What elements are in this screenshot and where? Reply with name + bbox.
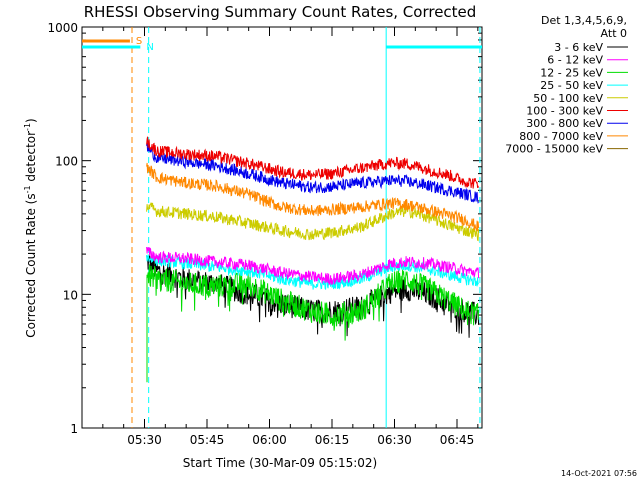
series-line-100-300kev <box>146 136 480 189</box>
x-axis-label: Start Time (30-Mar-09 05:15:02) <box>183 456 377 470</box>
legend-label: 3 - 6 keV <box>554 41 603 54</box>
legend-label: 12 - 25 keV <box>540 66 603 79</box>
x-tick-label: 06:30 <box>377 433 412 447</box>
x-tick-label: 06:00 <box>252 433 287 447</box>
legend-label: 50 - 100 keV <box>533 92 603 105</box>
legend-label: 25 - 50 keV <box>540 79 603 92</box>
y-tick-label: 10 <box>63 288 78 302</box>
y-axis-label: Corrected Count Rate (s-1 detector-1) <box>23 118 38 337</box>
series-line-12-25kev <box>146 264 480 341</box>
series-line-800-7000kev <box>146 162 480 232</box>
legend-label: 100 - 300 keV <box>526 105 603 118</box>
y-tick-label: 100 <box>55 155 78 169</box>
series-line-300-800kev <box>146 142 479 204</box>
footer-timestamp: 14-Oct-2021 07:56 <box>561 469 637 478</box>
y-tick-label: 1000 <box>47 21 78 35</box>
series-line-6-12kev <box>146 246 480 286</box>
x-tick-label: 05:45 <box>190 433 225 447</box>
y-tick-label: 1 <box>70 422 78 436</box>
x-tick-label: 06:45 <box>440 433 475 447</box>
legend-header-line-1: Det 1,3,4,5,6,9, <box>541 14 627 27</box>
legend-header-line-2: Att 0 <box>601 27 627 40</box>
flag-label-s: S <box>136 36 142 47</box>
legend-label: 6 - 12 keV <box>547 54 603 67</box>
legend-label: 7000 - 15000 keV <box>505 143 603 156</box>
series-line-3-6kev <box>146 254 480 338</box>
plot-frame <box>81 26 483 429</box>
chart-title: RHESSI Observing Summary Count Rates, Co… <box>84 3 477 21</box>
x-tick-label: 06:15 <box>315 433 350 447</box>
x-tick-label: 05:30 <box>127 433 162 447</box>
legend-label: 300 - 800 keV <box>526 117 603 130</box>
series-line-50-100kev <box>146 202 480 242</box>
flag-label-n: N <box>146 42 153 53</box>
legend-label: 800 - 7000 keV <box>519 130 603 143</box>
plot-area: 1 10 100 1000 05:30 05:45 06:00 06:15 06:30 06:45… <box>47 21 483 447</box>
